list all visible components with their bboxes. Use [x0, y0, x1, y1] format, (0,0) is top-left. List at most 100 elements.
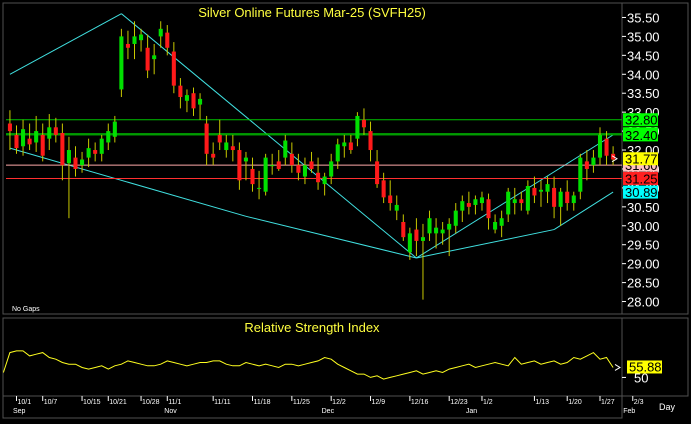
candle-body	[506, 191, 511, 215]
candle-body	[165, 32, 170, 48]
candle-body	[440, 229, 445, 234]
day-label: Day	[659, 402, 676, 412]
candle-body	[342, 142, 347, 147]
candle-body	[597, 134, 603, 158]
rsi-arrow-icon	[614, 364, 621, 371]
date-tick-label: 12/2	[332, 399, 346, 406]
date-tick-label: 2/3	[634, 399, 644, 406]
price-tick-label: 29.00	[627, 257, 660, 272]
candle-body	[125, 43, 130, 48]
price-tick-label: 28.50	[627, 276, 660, 291]
price-tick-label: 33.50	[627, 86, 660, 101]
candle-body	[538, 189, 544, 192]
candle-body	[355, 115, 360, 139]
date-tick-label: 10/1	[17, 399, 31, 406]
candle-body	[80, 159, 85, 166]
date-axis-ticks: 10/1 10/7 10/15 10/21 10/28 11/1 11/11 11/18 11/…	[13, 396, 644, 415]
level-label-bg	[623, 113, 658, 127]
price-tick-label: 29.50	[627, 238, 660, 253]
no-gaps-note: No Gaps	[12, 306, 40, 313]
candle-body	[211, 153, 216, 158]
price-tick-label: 35.50	[627, 10, 660, 25]
candle-body	[119, 36, 124, 90]
candle-body	[414, 229, 419, 241]
month-label: Nov	[164, 408, 177, 415]
rsi-title: Relative Strength Index	[244, 320, 380, 335]
last-price-label: 31.77	[625, 152, 658, 167]
rsi-last-value-bg	[627, 360, 662, 374]
candle-body	[401, 221, 406, 238]
level-label: 32.40	[625, 128, 658, 143]
month-label: Sep	[13, 408, 26, 415]
date-tick-label: 12/9	[372, 399, 386, 406]
candle-body	[21, 129, 26, 147]
candle-body	[289, 153, 294, 166]
candle-body	[250, 168, 255, 185]
month-label: Dec	[322, 408, 335, 415]
candle-body	[106, 131, 111, 143]
date-tick-label: 10/21	[109, 399, 127, 406]
last-price-arrow-icon	[611, 155, 618, 163]
channel-label: 30.89	[625, 185, 658, 200]
date-tick-label: 10/15	[83, 399, 101, 406]
candle-body	[40, 134, 45, 156]
date-tick-label: 11/25	[293, 399, 310, 406]
candle-body	[532, 187, 537, 196]
level-label: 32.80	[625, 113, 658, 128]
candle-body	[394, 204, 399, 211]
candle-body	[316, 172, 321, 183]
candle-body	[7, 123, 12, 132]
candle-body	[27, 138, 32, 145]
candle-body	[525, 186, 530, 211]
candle-body	[230, 146, 235, 151]
trendline	[121, 13, 417, 259]
horizontal-levels	[6, 119, 622, 179]
month-label: Feb	[623, 408, 635, 415]
candle-body	[578, 157, 583, 192]
rsi-last-value-label: 55.88	[629, 359, 662, 374]
candle-body	[329, 161, 334, 177]
candle-body	[257, 187, 262, 189]
candle-body	[171, 51, 176, 86]
trendline	[416, 229, 555, 259]
candle-body	[276, 161, 281, 169]
candle-body	[388, 195, 393, 204]
date-axis-strip	[2, 395, 623, 419]
candle-body	[263, 157, 268, 192]
candle-body	[407, 233, 412, 253]
candle-body	[53, 127, 58, 135]
level-label: 31.25	[625, 171, 658, 186]
channel-label-bg	[623, 185, 658, 199]
candle-body	[309, 161, 314, 169]
price-tick-label: 30.50	[627, 200, 660, 215]
candle-body	[73, 157, 78, 169]
date-tick-label: 12/23	[450, 399, 468, 406]
candle-body	[66, 150, 71, 164]
candle-body	[198, 98, 203, 105]
date-tick-label: 11/11	[214, 399, 231, 406]
candle-body	[591, 157, 596, 166]
candle-body	[434, 227, 439, 234]
candle-body	[283, 140, 288, 158]
trendline	[553, 191, 614, 230]
chart-title: Silver Online Futures Mar-25 (SVFH25)	[198, 5, 426, 20]
candle-body	[302, 165, 307, 177]
candle-body	[512, 199, 517, 204]
date-tick-label: 1/2	[483, 399, 493, 406]
candle-body	[152, 55, 157, 60]
candle-body	[270, 165, 275, 167]
candle-body	[466, 203, 471, 207]
candle-body	[565, 191, 570, 204]
price-tick-label: 35.00	[627, 29, 660, 44]
price-tick-label: 34.00	[627, 67, 660, 82]
candle-body	[486, 199, 491, 219]
level-label-bg	[623, 171, 658, 185]
candle-body	[361, 119, 366, 128]
candle-body	[34, 131, 39, 143]
date-tick-label: 10/7	[44, 399, 58, 406]
trendline	[245, 215, 417, 259]
candle-body	[158, 28, 163, 37]
candle-body	[296, 165, 301, 173]
